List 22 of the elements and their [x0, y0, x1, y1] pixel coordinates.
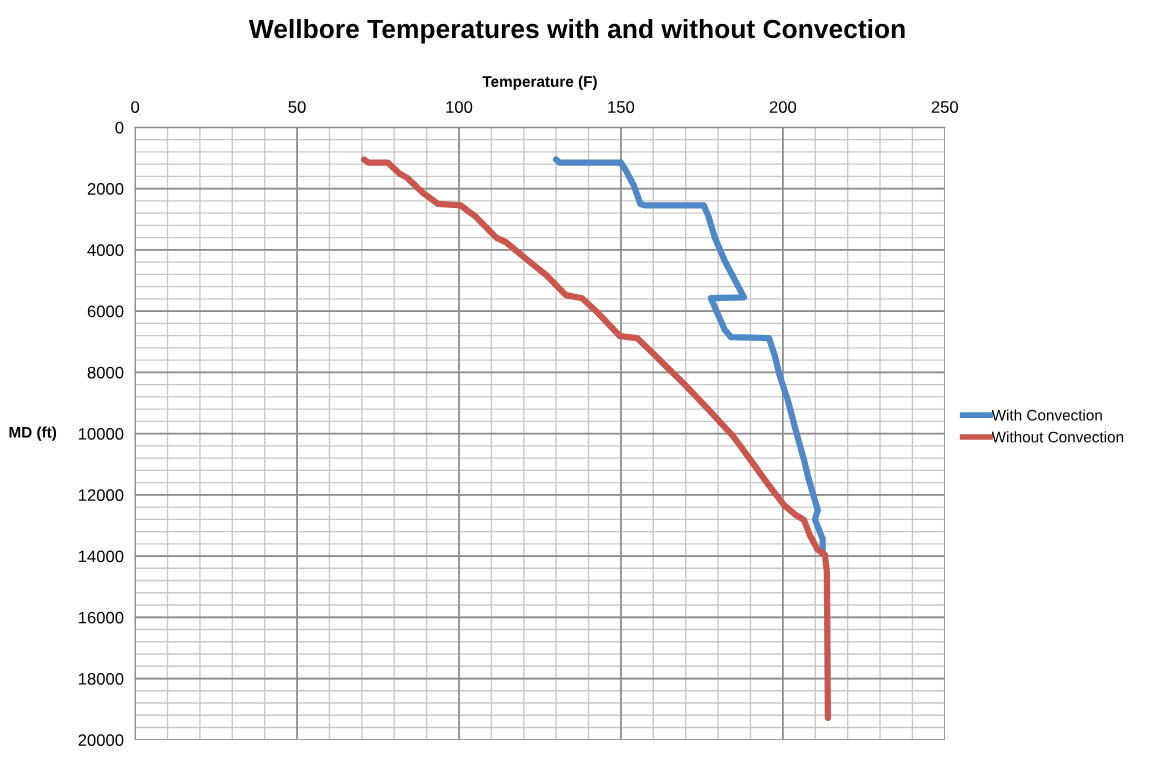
x-tick-label: 150 [608, 101, 635, 113]
y-axis-title: MD (ft) [9, 426, 57, 441]
y-tick-label: 20000 [78, 734, 124, 747]
x-axis-title: Temperature (F) [482, 75, 597, 90]
x-tick-label: 50 [288, 101, 306, 113]
x-tick-label: 200 [769, 101, 797, 113]
legend-label: With Convection [991, 409, 1102, 421]
x-tick-label: 100 [446, 101, 473, 113]
y-tick-label: 18000 [78, 672, 124, 685]
y-tick-label: 12000 [78, 489, 124, 502]
y-tick-label: 10000 [78, 427, 124, 440]
y-tick-label: 8000 [87, 366, 124, 379]
y-tick-label: 0 [115, 121, 124, 134]
y-tick-label: 16000 [78, 611, 124, 624]
legend-label: Without Convection [991, 431, 1124, 443]
chart-title: Wellbore Temperatures with and without Convection [248, 18, 905, 44]
y-tick-label: 6000 [87, 305, 124, 318]
x-tick-label: 0 [131, 101, 140, 113]
x-tick-label: 250 [931, 101, 959, 113]
y-tick-label: 4000 [87, 244, 124, 257]
y-tick-label: 14000 [78, 550, 124, 563]
y-tick-label: 2000 [87, 182, 124, 195]
